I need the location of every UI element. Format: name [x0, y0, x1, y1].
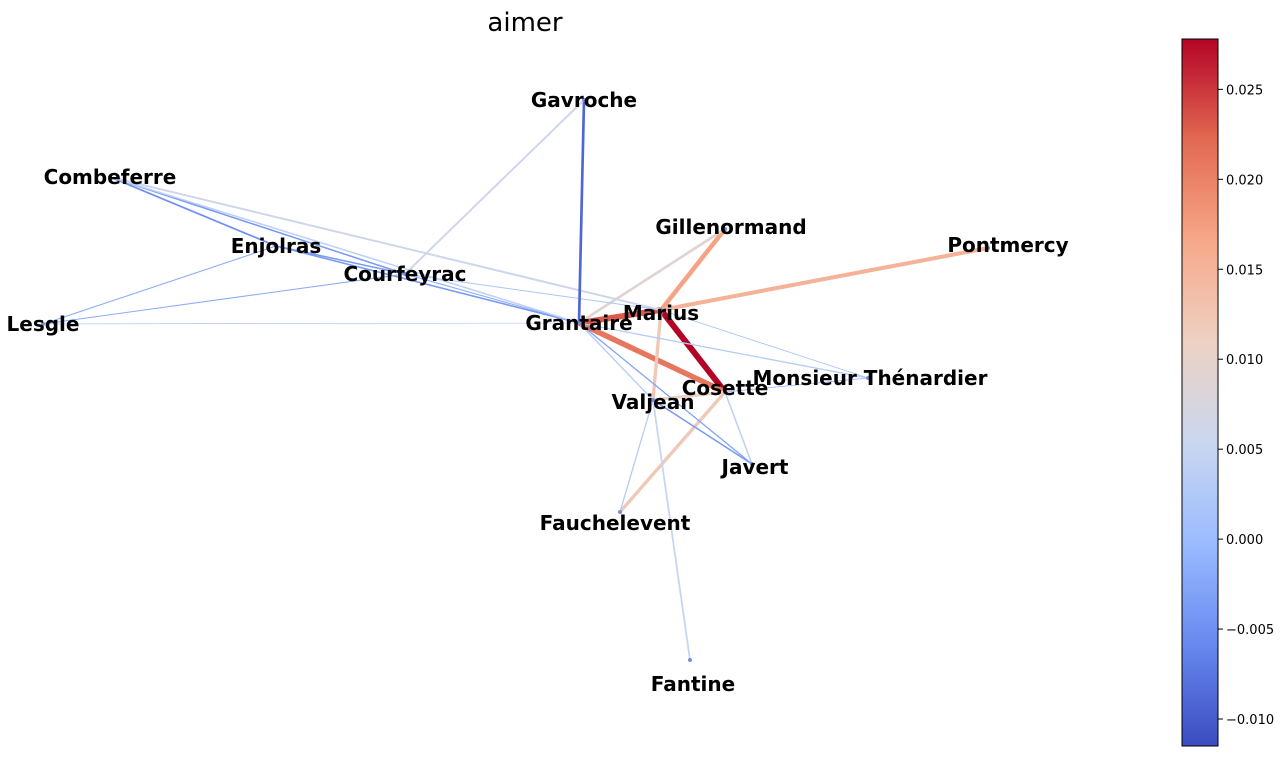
node-javert: [750, 462, 754, 466]
edge-marius-monsieurthenardier: [660, 309, 869, 379]
edge-combeferre-grantaire: [109, 176, 580, 324]
edge-valjean-cosette: [652, 390, 726, 402]
colorbar-tick-label: 0.020: [1226, 173, 1263, 188]
node-grantaire: [577, 321, 581, 325]
colorbar-tick-label: 0.025: [1226, 83, 1263, 98]
edge-lesgle-courfeyrac: [42, 273, 406, 325]
node-label-fauchelevent: Fauchelevent: [540, 511, 691, 535]
node-valjean: [651, 398, 655, 402]
nodes-layer: [41, 98, 990, 662]
edge-grantaire-gavroche: [577, 99, 586, 324]
node-marius: [659, 308, 663, 312]
node-fauchelevent: [618, 510, 622, 514]
edges-layer: [42, 99, 989, 661]
edge-enjolras-courfeyrac: [275, 245, 406, 275]
edge-combeferre-enjolras: [109, 176, 277, 247]
node-pontmercy: [986, 246, 990, 250]
node-monsieurthenardier: [866, 376, 870, 380]
node-label-gillenormand: Gillenormand: [655, 215, 806, 239]
edge-enjolras-grantaire: [275, 245, 580, 324]
edge-courfeyrac-marius: [404, 273, 662, 311]
node-gillenormand: [723, 227, 727, 231]
node-label-monsieurthenardier: Monsieur Thénardier: [753, 366, 988, 390]
edge-grantaire-valjean: [578, 322, 654, 401]
edge-lesgle-enjolras: [42, 245, 277, 325]
colorbar-ticks: 0.025 0.020 0.015 0.010 0.005 0.000 −0.005 −0.0…: [1218, 83, 1274, 728]
edge-valjean-fauchelevent: [619, 399, 654, 513]
node-label-valjean: Valjean: [612, 390, 695, 414]
colorbar: 0.025 0.020 0.015 0.010 0.005 0.000 −0.005 −0.0…: [1181, 38, 1274, 747]
edge-combeferre-marius: [109, 176, 662, 311]
node-label-fantine: Fantine: [651, 672, 735, 696]
edge-valjean-javert: [652, 399, 753, 465]
colorbar-tick-label: −0.005: [1226, 623, 1274, 638]
edge-grantaire-monsieurthenardier: [578, 322, 869, 379]
node-fantine: [688, 658, 692, 662]
colorbar-tick-label: −0.010: [1226, 713, 1274, 728]
edge-combeferre-courfeyrac: [109, 176, 406, 275]
edge-cosette-fauchelevent: [618, 390, 727, 514]
edge-lesgle-grantaire: [42, 322, 580, 325]
edge-cosette-monsieurthenardier: [724, 377, 869, 393]
colorbar-tick-label: 0.000: [1226, 533, 1263, 548]
edge-marius-cosette: [658, 308, 728, 394]
chart-title: aimer: [487, 8, 562, 38]
edge-grantaire-marius: [578, 307, 662, 326]
edge-grantaire-javert: [578, 322, 753, 465]
edge-valjean-fantine: [652, 399, 691, 661]
node-label-courfeyrac: Courfeyrac: [343, 262, 466, 286]
node-gavroche: [582, 98, 586, 102]
node-label-gavroche: Gavroche: [531, 88, 637, 112]
node-label-grantaire: Grantaire: [525, 311, 632, 335]
colorbar-tick-label: 0.005: [1226, 443, 1263, 458]
node-combeferre: [108, 175, 112, 179]
node-cosette: [723, 390, 727, 394]
colorbar-tick-label: 0.015: [1226, 263, 1263, 278]
node-enjolras: [274, 244, 278, 248]
node-label-combeferre: Combeferre: [44, 165, 177, 189]
colorbar-tick-label: 0.010: [1226, 353, 1263, 368]
node-label-marius: Marius: [623, 301, 699, 325]
node-label-pontmercy: Pontmercy: [947, 233, 1068, 257]
node-label-enjolras: Enjolras: [231, 234, 322, 258]
edge-grantaire-gillenormand: [578, 227, 726, 325]
colorbar-scale: [1181, 38, 1219, 747]
edge-courfeyrac-grantaire: [404, 273, 580, 324]
edge-cosette-javert: [724, 391, 753, 465]
edge-marius-gillenormand: [659, 227, 727, 312]
node-lesgle: [41, 322, 45, 326]
node-label-lesgle: Lesgle: [7, 312, 80, 336]
node-courfeyrac: [403, 272, 407, 276]
edge-courfeyrac-gavroche: [404, 99, 585, 275]
edge-marius-pontmercy: [660, 246, 989, 312]
node-label-cosette: Cosette: [682, 376, 769, 400]
edge-grantaire-cosette: [577, 320, 727, 395]
node-labels-layer: Gavroche Combeferre Enjolras Courfeyrac Lesg…: [7, 88, 1069, 696]
node-label-javert: Javert: [720, 455, 789, 479]
